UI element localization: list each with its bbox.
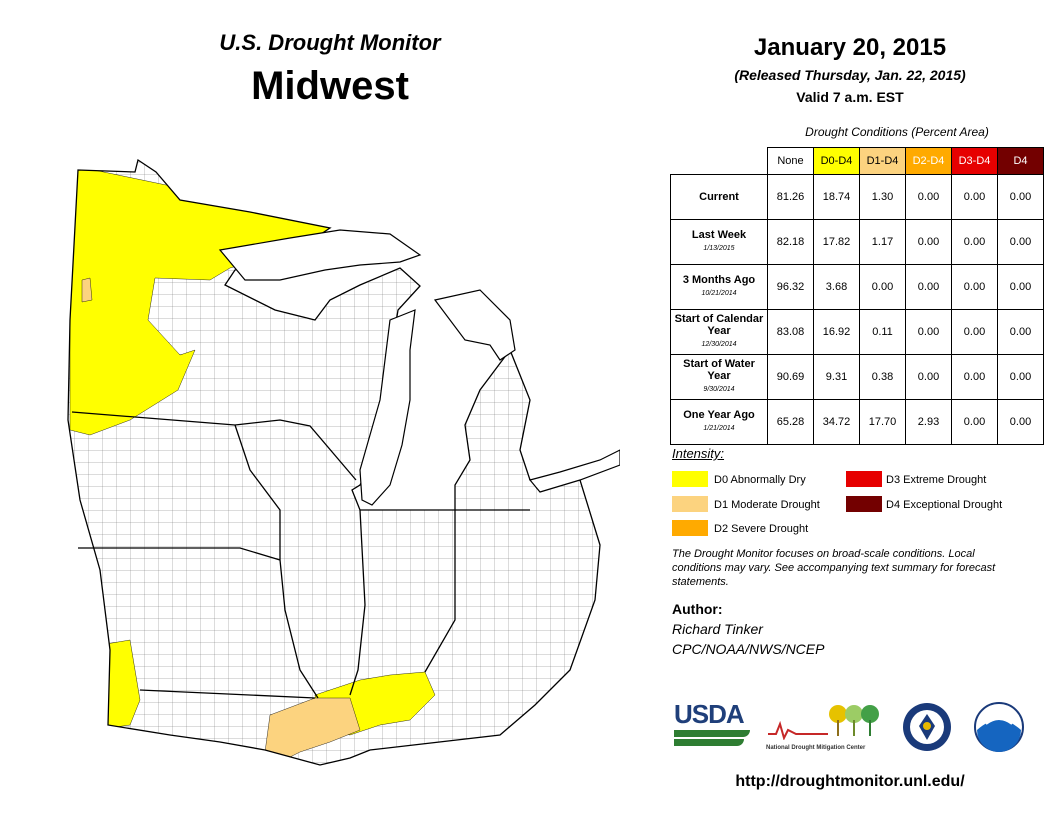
legend-label-d1: D1 Moderate Drought	[714, 499, 820, 511]
cell: 90.69	[767, 354, 814, 400]
cell: 0.38	[859, 354, 906, 400]
col-d3-d4: D3-D4	[951, 147, 998, 175]
cell: 0.00	[997, 354, 1044, 400]
cell: 83.08	[767, 309, 814, 355]
cell: 0.00	[997, 264, 1044, 310]
author-org: CPC/NOAA/NWS/NCEP	[672, 641, 825, 657]
row-label: 3 Months Ago 10/21/2014	[670, 264, 768, 310]
cell: 17.82	[813, 219, 860, 265]
table-row: 3 Months Ago 10/21/2014 96.32 3.68 0.00 0…	[670, 264, 1044, 310]
cell: 0.11	[859, 309, 906, 355]
date-title: January 20, 2015	[753, 34, 947, 61]
legend-label-d2: D2 Severe Drought	[714, 523, 809, 535]
table-row: Start of Water Year 9/30/2014 90.69 9.31 …	[670, 354, 1044, 400]
row-label: Start of Calendar Year 12/30/2014	[670, 309, 768, 355]
row-label: Start of Water Year 9/30/2014	[670, 354, 768, 400]
cell: 0.00	[951, 264, 998, 310]
website-url[interactable]: http://droughtmonitor.unl.edu/	[735, 773, 965, 790]
legend-swatch-d3	[846, 471, 882, 487]
valid-time: Valid 7 a.m. EST	[796, 89, 904, 105]
d1-area-minnesota	[81, 277, 93, 303]
lake-erie	[528, 449, 620, 493]
author-name: Richard Tinker	[672, 621, 763, 637]
col-d1-d4: D1-D4	[859, 147, 906, 175]
drought-map	[67, 159, 620, 766]
usda-logo: USDA	[674, 700, 750, 754]
col-d4: D4	[997, 147, 1044, 175]
cell: 0.00	[951, 174, 998, 220]
table-row: Current 81.26 18.74 1.30 0.00 0.00 0.00	[670, 174, 1044, 220]
table-caption: Drought Conditions (Percent Area)	[805, 125, 989, 139]
legend-swatch-d2	[672, 520, 708, 536]
lake-huron	[433, 289, 516, 361]
row-label: Last Week 1/13/2015	[670, 219, 768, 265]
table-row: One Year Ago 1/21/2014 65.28 34.72 17.70 …	[670, 399, 1044, 445]
cell: 34.72	[813, 399, 860, 445]
cell: 65.28	[767, 399, 814, 445]
legend-label-d0: D0 Abnormally Dry	[714, 474, 806, 486]
legend-swatch-d4	[846, 496, 882, 512]
cell: 96.32	[767, 264, 814, 310]
lake-michigan	[359, 309, 416, 506]
row-label: Current	[670, 174, 768, 220]
cell: 0.00	[905, 354, 952, 400]
cell: 0.00	[905, 219, 952, 265]
release-date: (Released Thursday, Jan. 22, 2015)	[734, 67, 966, 83]
ndmc-logo: National Drought Mitigation Center	[766, 700, 886, 756]
cell: 9.31	[813, 354, 860, 400]
cell: 0.00	[997, 219, 1044, 265]
table-row: Start of Calendar Year 12/30/2014 83.08 1…	[670, 309, 1044, 355]
col-d0-d4: D0-D4	[813, 147, 860, 175]
cell: 0.00	[997, 309, 1044, 355]
drought-conditions-table: None D0-D4 D1-D4 D2-D4 D3-D4 D4 Current …	[670, 147, 1044, 445]
usda-logo-text: USDA	[674, 699, 745, 729]
cell: 1.17	[859, 219, 906, 265]
legend-title: Intensity:	[672, 446, 725, 461]
cell: 1.30	[859, 174, 906, 220]
table-row: Last Week 1/13/2015 82.18 17.82 1.17 0.00…	[670, 219, 1044, 265]
cell: 0.00	[951, 399, 998, 445]
legend-swatch-d0	[672, 471, 708, 487]
author-heading: Author:	[672, 601, 723, 617]
cell: 2.93	[905, 399, 952, 445]
row-label: One Year Ago 1/21/2014	[670, 399, 768, 445]
cell: 81.26	[767, 174, 814, 220]
cell: 0.00	[859, 264, 906, 310]
cell: 18.74	[813, 174, 860, 220]
table-header-row: None D0-D4 D1-D4 D2-D4 D3-D4 D4	[671, 147, 1044, 175]
noaa-logo-icon	[974, 702, 1024, 752]
cell: 0.00	[997, 399, 1044, 445]
cell: 0.00	[951, 309, 998, 355]
cell: 0.00	[997, 174, 1044, 220]
legend-label-d3: D3 Extreme Drought	[886, 474, 987, 486]
cell: 0.00	[905, 174, 952, 220]
doc-seal-icon	[903, 703, 951, 751]
cell: 0.00	[951, 354, 998, 400]
disclaimer-note: The Drought Monitor focuses on broad-sca…	[672, 548, 996, 588]
cell: 16.92	[813, 309, 860, 355]
map-subtitle: U.S. Drought Monitor	[219, 30, 441, 55]
cell: 17.70	[859, 399, 906, 445]
cell: 0.00	[951, 219, 998, 265]
ndmc-trees-icon	[768, 705, 879, 741]
col-d2-d4: D2-D4	[905, 147, 952, 175]
lake-superior	[218, 229, 422, 281]
cell: 3.68	[813, 264, 860, 310]
col-none: None	[767, 147, 814, 175]
state-borders	[67, 159, 601, 766]
region-title: Midwest	[251, 64, 409, 108]
great-lakes	[218, 229, 620, 506]
cell: 82.18	[767, 219, 814, 265]
cell: 0.00	[905, 309, 952, 355]
legend-label-d4: D4 Exceptional Drought	[886, 499, 1003, 511]
legend-swatch-d1	[672, 496, 708, 512]
cell: 0.00	[905, 264, 952, 310]
ndmc-logo-text: National Drought Mitigation Center	[766, 745, 866, 751]
